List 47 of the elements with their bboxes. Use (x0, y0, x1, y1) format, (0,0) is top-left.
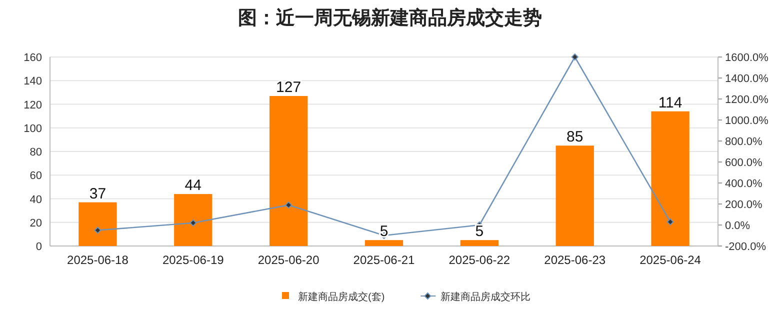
point (666, 218, 674, 226)
data-label: 85 (566, 128, 584, 146)
y-tick-label: 120 (24, 99, 42, 112)
x-tick-label: 2025-06-18 (67, 253, 129, 267)
data-label: 37 (89, 185, 106, 202)
y-tick-label: 40 (30, 194, 42, 206)
bar (174, 194, 212, 246)
y2-tick-label: 1200.0% (725, 94, 769, 106)
y2-tick-label: 400.0% (725, 178, 763, 190)
point (571, 54, 578, 60)
y-tick-label: 160 (24, 52, 42, 64)
y-tick-label: 20 (30, 217, 42, 230)
bar (460, 240, 499, 246)
y2-tick-label: 1600.0% (725, 52, 769, 64)
y-tick-label: 100 (24, 122, 42, 135)
data-label: 44 (184, 177, 202, 194)
chart-title: 图：近一周无锡新建商品房成交走势 (238, 7, 542, 29)
point (190, 219, 197, 226)
y2-tick-label: 1400.0% (725, 73, 769, 85)
y2-tick-label: 1000.0% (725, 115, 769, 127)
x-tick-label: 2025-06-23 (544, 253, 606, 267)
y-tick-label: 80 (30, 146, 42, 158)
bar (78, 202, 117, 246)
x-tick-label: 2025-06-20 (258, 253, 320, 267)
x-tick-label: 2025-06-22 (448, 253, 510, 267)
data-label: 5 (475, 223, 484, 240)
y-tick-label: 140 (24, 76, 42, 88)
data-label: 114 (658, 94, 682, 112)
bar (269, 96, 308, 246)
x-tick-label: 2025-06-19 (162, 253, 224, 267)
bar (556, 146, 594, 246)
y2-tick-label: 0.0% (725, 220, 750, 232)
bar (651, 111, 690, 246)
bar (364, 240, 404, 246)
y2-tick-label: 600.0% (725, 157, 763, 169)
legend-label: 新建商品房成交环比 (440, 291, 531, 303)
point (94, 226, 102, 234)
legend-label: 新建商品房成交(套) (298, 291, 385, 303)
y-tick-label: 60 (30, 170, 42, 182)
y2-tick-label: 800.0% (725, 136, 763, 148)
x-tick-label: 2025-06-24 (640, 253, 702, 267)
x-tick-label: 2025-06-21 (353, 253, 416, 267)
data-label: 127 (276, 78, 302, 96)
y2-tick-label: 200.0% (725, 199, 763, 211)
y2-tick-label: -200.0% (725, 241, 766, 253)
y-tick-label: 0 (36, 241, 42, 253)
point (285, 202, 292, 209)
